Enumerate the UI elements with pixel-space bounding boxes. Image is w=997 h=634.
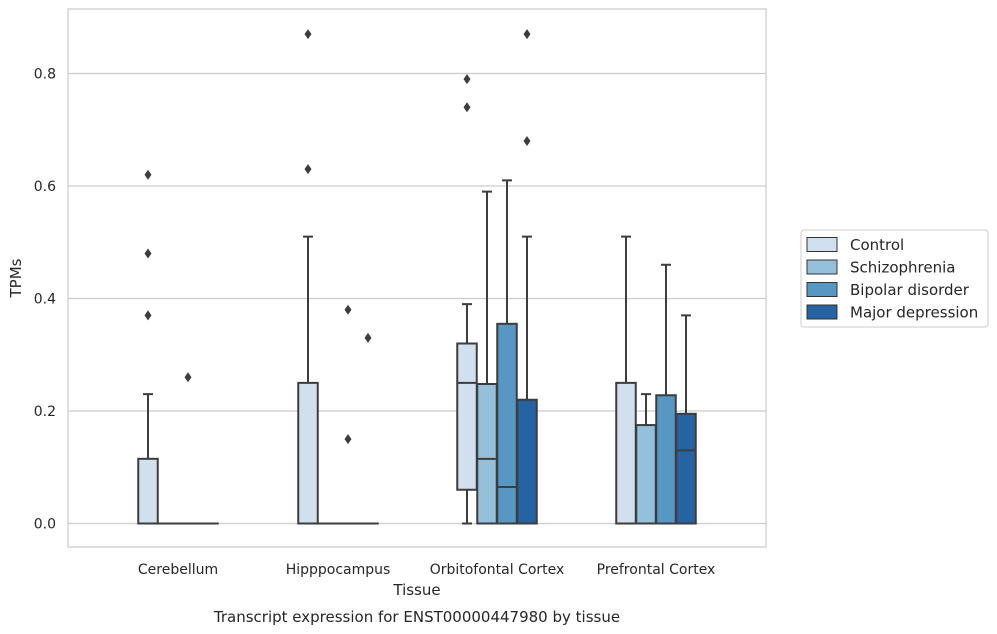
box-1-2 — [337, 304, 359, 525]
y-axis-ticks: 0.0 0.2 0.4 0.6 0.8 — [34, 67, 56, 533]
box-iqr — [655, 394, 677, 525]
box-iqr — [476, 383, 498, 525]
legend-label: Schizophrenia — [850, 259, 955, 277]
legend-swatch — [806, 237, 838, 252]
outlier-point — [523, 29, 531, 40]
outlier-point — [364, 332, 372, 343]
legend-label: Control — [850, 236, 904, 254]
box-3-3 — [675, 314, 697, 525]
boxes — [137, 29, 697, 525]
outlier-point — [144, 310, 152, 321]
box-iqr — [675, 412, 697, 525]
outlier-point — [344, 434, 352, 445]
legend-label: Major depression — [850, 304, 978, 322]
y-tick-label: 0.2 — [34, 404, 56, 420]
box-0-0 — [137, 169, 159, 525]
box-2-3 — [516, 29, 538, 525]
box-3-0 — [615, 235, 637, 525]
outlier-point — [523, 136, 531, 146]
box-3-1 — [635, 393, 657, 525]
y-tick-label: 0.8 — [34, 67, 56, 83]
y-tick-label: 0.0 — [34, 517, 56, 533]
outlier-point — [463, 102, 471, 113]
box-3-2 — [655, 263, 677, 525]
x-tick-label: Orbitofontal Cortex — [430, 562, 565, 578]
outlier-point — [463, 74, 471, 85]
legend-frame — [800, 229, 989, 328]
outlier-point — [304, 29, 312, 40]
box-1-0 — [297, 29, 319, 525]
legend-swatch — [806, 259, 838, 275]
legend-label: Bipolar disorder — [850, 281, 970, 299]
outlier-point — [304, 164, 312, 175]
chart-caption: Transcript expression for ENST0000044798… — [213, 608, 620, 626]
outlier-point — [184, 372, 192, 383]
x-axis-title: Tissue — [392, 581, 440, 599]
plot-frame — [67, 8, 767, 548]
outlier-point — [344, 304, 352, 315]
box-2-0 — [456, 74, 478, 525]
legend-swatch — [806, 282, 838, 297]
y-tick-label: 0.6 — [34, 179, 56, 195]
box-iqr — [615, 381, 637, 525]
box-iqr — [635, 424, 657, 525]
box-iqr — [456, 342, 478, 491]
x-tick-label: Cerebellum — [138, 562, 218, 578]
legend: Control Schizophrenia Bipolar disorder Majo… — [800, 229, 989, 328]
y-axis-title: TPMs — [7, 258, 25, 298]
box-2-2 — [496, 179, 518, 525]
x-tick-label: Hipppocampus — [286, 562, 391, 578]
box-iqr — [137, 457, 159, 525]
box-0-2 — [177, 372, 199, 525]
outlier-point — [144, 248, 152, 259]
box-iqr — [516, 398, 538, 525]
x-axis-ticks: Cerebellum Hipppocampus Orbitofontal Corte… — [138, 562, 715, 578]
x-tick-label: Prefrontal Cortex — [597, 562, 716, 578]
box-iqr — [297, 381, 319, 525]
y-tick-label: 0.4 — [34, 292, 56, 308]
box-1-3 — [357, 332, 379, 525]
box-2-1 — [476, 190, 498, 525]
legend-swatch — [806, 304, 838, 320]
outlier-point — [144, 169, 152, 180]
box-iqr — [496, 322, 518, 525]
